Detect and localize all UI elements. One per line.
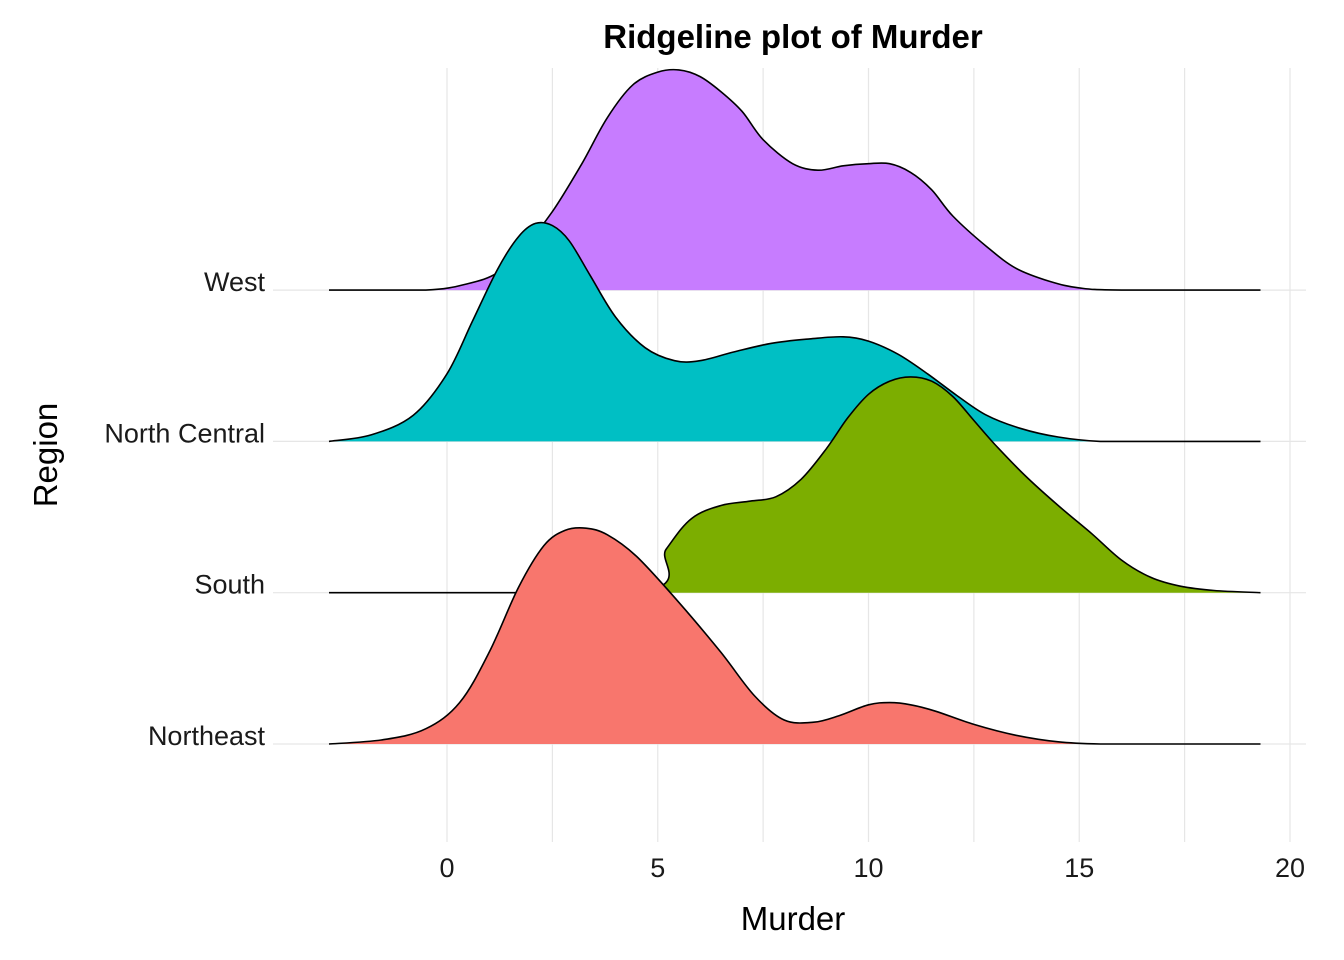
x-tick-label: 0 bbox=[439, 853, 454, 883]
y-tick-label: West bbox=[204, 267, 266, 297]
ridge-fill bbox=[329, 376, 1261, 593]
ridge-fill bbox=[329, 527, 1261, 744]
ridge-outline bbox=[328, 221, 1261, 443]
ridge-outline bbox=[328, 527, 1261, 745]
x-tick-labels: 0 5 10 15 20 bbox=[439, 853, 1305, 883]
ridge-west bbox=[329, 68, 1261, 291]
x-tick-label: 5 bbox=[650, 853, 665, 883]
x-tick-label: 10 bbox=[853, 853, 883, 883]
ridge-north-central bbox=[328, 221, 1261, 443]
ridge-fill bbox=[329, 222, 1261, 442]
chart-title: Ridgeline plot of Murder bbox=[603, 18, 983, 55]
y-tick-label: Northeast bbox=[148, 721, 266, 751]
y-tick-labels: Northeast South North Central West bbox=[104, 267, 265, 751]
x-tick-label: 15 bbox=[1064, 853, 1094, 883]
x-tick-label: 20 bbox=[1275, 853, 1305, 883]
y-tick-label: South bbox=[194, 570, 265, 600]
y-axis-title: Region bbox=[27, 403, 64, 508]
y-tick-label: North Central bbox=[104, 418, 265, 448]
x-axis-title: Murder bbox=[741, 900, 846, 937]
ridge-northeast bbox=[328, 527, 1261, 745]
ridge-south bbox=[328, 376, 1261, 594]
ridge-fill bbox=[329, 69, 1261, 291]
ridge-outline bbox=[328, 376, 1261, 594]
ridge-layer bbox=[328, 68, 1261, 745]
